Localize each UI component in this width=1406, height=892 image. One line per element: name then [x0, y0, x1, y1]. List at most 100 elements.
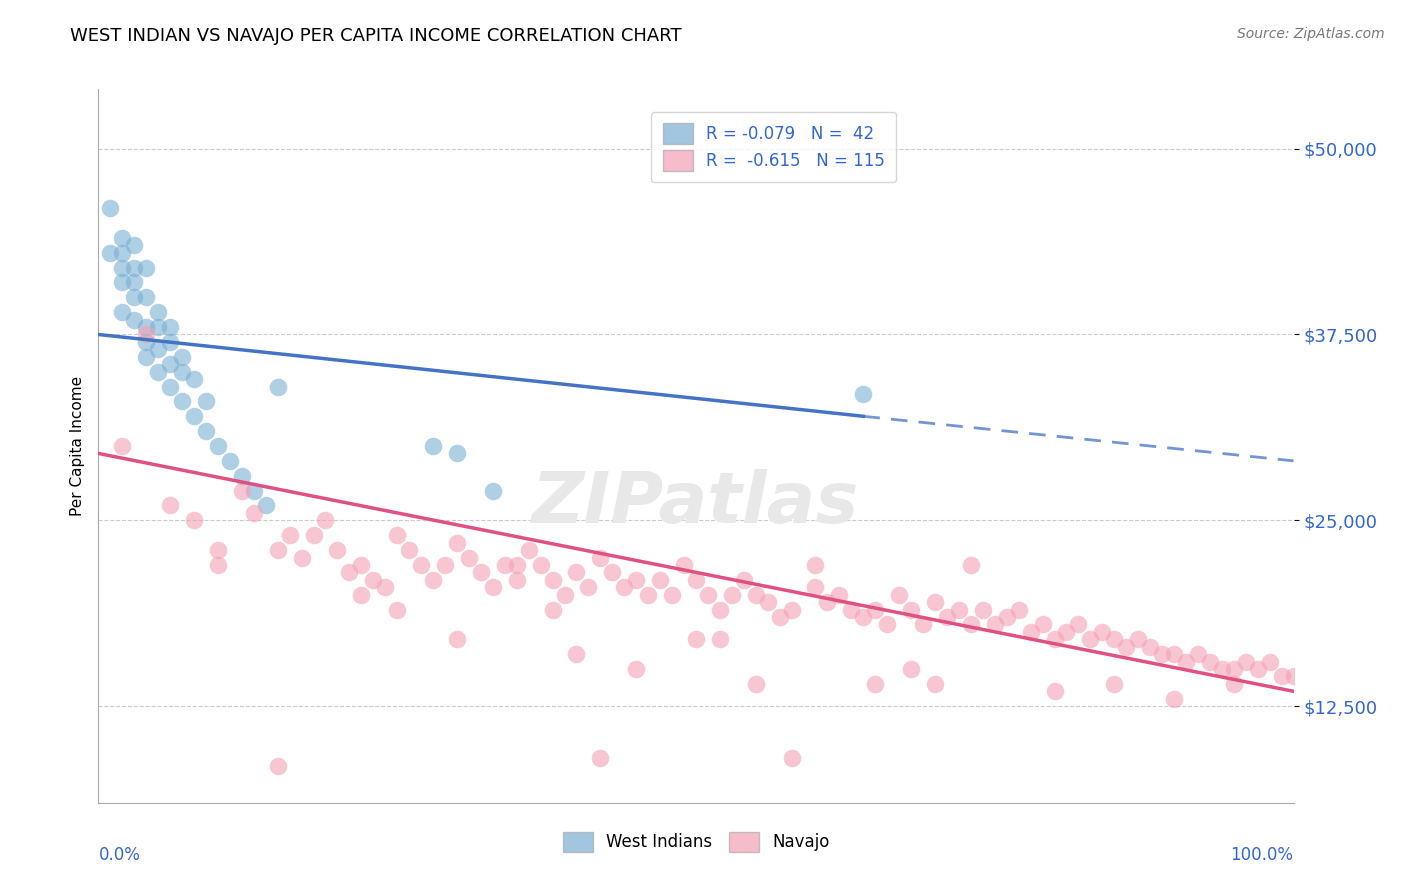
Point — [828, 588, 851, 602]
Point — [124, 312, 146, 326]
Point — [219, 454, 242, 468]
Point — [995, 610, 1018, 624]
Point — [1152, 647, 1174, 661]
Point — [541, 573, 564, 587]
Point — [661, 588, 683, 602]
Text: 0.0%: 0.0% — [98, 846, 141, 863]
Point — [565, 647, 588, 661]
Point — [865, 602, 887, 616]
Point — [1091, 624, 1114, 639]
Point — [541, 602, 564, 616]
Point — [1043, 632, 1066, 647]
Point — [135, 334, 157, 349]
Point — [1032, 617, 1054, 632]
Point — [589, 751, 612, 765]
Point — [517, 543, 540, 558]
Point — [267, 543, 290, 558]
Point — [626, 573, 648, 587]
Point — [804, 580, 827, 594]
Text: ZIPatlas: ZIPatlas — [533, 468, 859, 538]
Point — [911, 617, 934, 632]
Point — [339, 566, 361, 580]
Point — [481, 483, 505, 498]
Legend: West Indians, Navajo: West Indians, Navajo — [555, 825, 837, 859]
Point — [111, 231, 134, 245]
Point — [756, 595, 779, 609]
Text: 100.0%: 100.0% — [1230, 846, 1294, 863]
Point — [363, 573, 385, 587]
Y-axis label: Per Capita Income: Per Capita Income — [69, 376, 84, 516]
Point — [565, 566, 588, 580]
Point — [530, 558, 553, 572]
Point — [243, 506, 266, 520]
Point — [98, 245, 122, 260]
Point — [148, 320, 170, 334]
Point — [148, 305, 170, 319]
Point — [207, 439, 229, 453]
Point — [124, 260, 146, 275]
Point — [148, 343, 170, 357]
Point — [685, 632, 707, 647]
Point — [1223, 662, 1246, 676]
Point — [768, 610, 790, 624]
Point — [972, 602, 994, 616]
Point — [578, 580, 600, 594]
Point — [111, 276, 134, 290]
Point — [446, 632, 468, 647]
Point — [183, 372, 205, 386]
Point — [291, 550, 314, 565]
Point — [422, 573, 444, 587]
Point — [207, 543, 229, 558]
Point — [195, 424, 218, 438]
Point — [183, 409, 205, 424]
Point — [267, 758, 290, 772]
Point — [852, 387, 875, 401]
Point — [135, 260, 157, 275]
Point — [960, 558, 983, 572]
Point — [1008, 602, 1031, 616]
Point — [183, 513, 205, 527]
Point — [936, 610, 959, 624]
Point — [1104, 677, 1126, 691]
Point — [745, 588, 768, 602]
Point — [924, 677, 946, 691]
Point — [1139, 640, 1161, 654]
Point — [135, 350, 157, 364]
Point — [685, 573, 707, 587]
Point — [900, 602, 922, 616]
Point — [506, 573, 529, 587]
Point — [1282, 669, 1305, 683]
Point — [385, 528, 409, 542]
Point — [554, 588, 576, 602]
Point — [637, 588, 659, 602]
Point — [1067, 617, 1090, 632]
Point — [733, 573, 755, 587]
Text: Source: ZipAtlas.com: Source: ZipAtlas.com — [1237, 27, 1385, 41]
Point — [780, 602, 803, 616]
Point — [159, 334, 181, 349]
Point — [589, 550, 612, 565]
Point — [1163, 647, 1185, 661]
Point — [852, 610, 875, 624]
Point — [865, 677, 887, 691]
Point — [709, 602, 731, 616]
Point — [1175, 655, 1198, 669]
Point — [1056, 624, 1078, 639]
Point — [159, 320, 181, 334]
Point — [1104, 632, 1126, 647]
Point — [159, 357, 181, 371]
Point — [243, 483, 266, 498]
Point — [721, 588, 744, 602]
Point — [470, 566, 492, 580]
Point — [709, 632, 731, 647]
Text: WEST INDIAN VS NAVAJO PER CAPITA INCOME CORRELATION CHART: WEST INDIAN VS NAVAJO PER CAPITA INCOME … — [70, 27, 682, 45]
Point — [815, 595, 838, 609]
Point — [613, 580, 636, 594]
Point — [458, 550, 481, 565]
Point — [745, 677, 768, 691]
Point — [1211, 662, 1233, 676]
Point — [1128, 632, 1150, 647]
Point — [602, 566, 624, 580]
Point — [948, 602, 970, 616]
Point — [446, 446, 468, 460]
